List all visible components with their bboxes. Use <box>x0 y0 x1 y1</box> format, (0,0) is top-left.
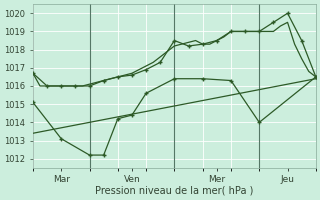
X-axis label: Pression niveau de la mer( hPa ): Pression niveau de la mer( hPa ) <box>95 186 253 196</box>
